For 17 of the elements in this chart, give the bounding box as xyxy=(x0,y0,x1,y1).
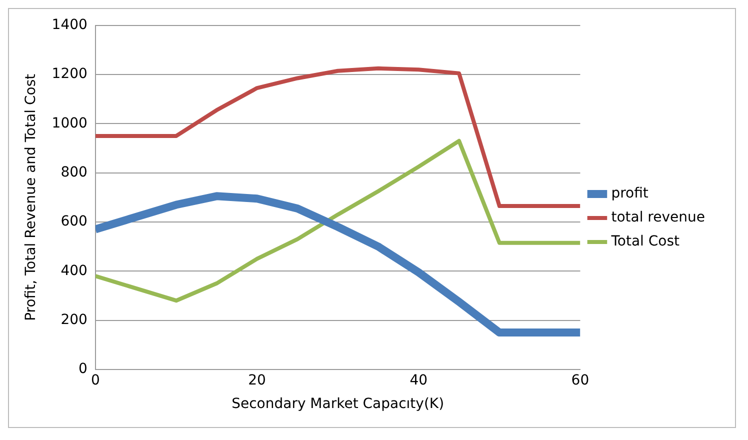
y-tick-label: 1400 xyxy=(52,17,88,34)
x-tick-label: 0 xyxy=(90,372,100,388)
y-tick-label: 600 xyxy=(60,214,88,230)
y-tick-label: 0 xyxy=(78,361,88,378)
x-tick-label: 40 xyxy=(410,372,428,388)
y-axis-title: Profit, Total Revenue and Total Cost xyxy=(23,73,40,321)
x-tick-label: 60 xyxy=(571,372,590,388)
y-tick-label: 400 xyxy=(60,262,88,279)
y-tick-label: 800 xyxy=(60,164,88,180)
y-tick-label: 200 xyxy=(60,312,88,328)
legend-label: Total Cost xyxy=(610,234,680,250)
legend-label: total revenue xyxy=(611,210,706,226)
y-tick-label: 1000 xyxy=(52,115,88,132)
legend-label: profit xyxy=(611,186,649,202)
y-tick-label: 1200 xyxy=(52,66,88,82)
x-axis-title: Secondary Market Capacıty(K) xyxy=(232,396,444,412)
x-tick-label: 20 xyxy=(248,372,266,388)
